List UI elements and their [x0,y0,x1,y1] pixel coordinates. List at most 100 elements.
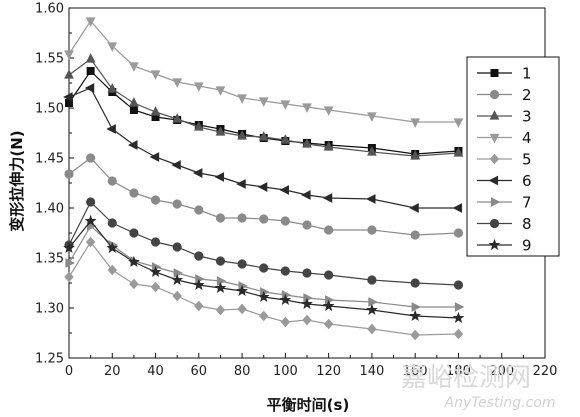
y-tick-label: 1.45 [35,152,64,167]
watermark-text-cn: 嘉峪检测网 [401,363,531,393]
y-tick-label: 1.60 [35,2,64,17]
data-point [172,242,182,252]
data-point [366,303,378,315]
series-3 [64,53,464,160]
data-point [453,328,464,340]
data-point [64,169,74,179]
data-point [302,314,312,326]
data-point [237,303,247,315]
x-tick-label: 140 [359,364,384,379]
data-point [215,213,226,223]
data-point [214,281,227,293]
data-point [84,83,95,93]
data-point [367,112,377,122]
series-9 [63,214,465,323]
data-point [194,205,204,215]
legend-item-4: 4 [477,129,532,147]
data-point [150,70,161,80]
data-point [172,290,182,302]
data-point [237,130,247,140]
legend-label: 8 [522,215,532,233]
legend-marker [490,69,499,78]
data-point [194,300,204,312]
data-point [280,100,291,110]
data-point [106,124,116,134]
watermark-text-en: AnyTesting.com [444,395,556,411]
legend-item-6: 6 [477,172,532,190]
series-line [68,70,459,155]
legend-label: 7 [522,194,532,212]
data-point [63,92,73,102]
data-point [173,268,184,278]
data-point [303,293,313,303]
data-point [215,86,226,96]
data-point [107,264,118,276]
data-point [195,274,205,284]
series-line [68,20,459,123]
x-tick-label: 180 [446,364,471,379]
data-point [411,302,422,312]
data-point [150,281,161,293]
data-point [257,290,270,302]
data-point [128,140,138,150]
data-point [410,230,420,240]
data-point [149,152,160,162]
data-point [129,62,139,72]
data-point [64,50,74,60]
y-tick-label: 1.55 [35,52,64,67]
y-tick-label: 1.35 [35,252,64,267]
data-point [107,176,117,186]
x-tick-label: 80 [234,364,251,379]
legend-label: 2 [522,86,532,104]
data-point [149,265,162,277]
data-point [107,218,117,228]
data-point [172,113,183,123]
series-line [68,240,459,336]
legend-marker [489,218,500,229]
data-point [86,197,96,207]
data-point [237,94,247,104]
data-point [192,278,205,290]
data-point [150,106,161,116]
x-axis-title: 平衡时间(s) [267,396,350,414]
data-point [172,78,183,88]
data-point [129,97,139,107]
x-tick-label: 40 [147,364,164,379]
data-point [453,118,464,128]
data-point [215,126,226,136]
data-point [453,280,464,290]
data-point [236,284,248,296]
data-point [368,297,378,307]
data-point [236,179,246,189]
data-point [323,141,334,151]
series-6 [63,83,463,213]
data-point [85,53,96,63]
data-point [150,195,161,205]
y-tick-label: 1.40 [35,202,64,217]
data-point [107,42,118,52]
series-line [68,157,459,236]
series-line [68,58,459,157]
legend-marker [489,89,500,100]
legend-item-5: 5 [477,151,532,169]
data-point [324,225,334,235]
data-point [107,83,118,93]
legend-item-7: 7 [477,194,532,212]
data-point [367,323,377,335]
data-point [302,103,312,113]
data-point [86,67,95,76]
data-point [454,302,465,312]
data-point [128,255,140,267]
data-point [84,214,97,226]
data-point [410,329,420,341]
x-tick-label: 220 [533,364,558,379]
data-point [366,194,376,204]
series-layer [63,17,465,341]
legend-label: 1 [522,65,532,83]
x-tick-label: 120 [316,364,341,379]
data-point [63,241,75,253]
data-point [65,258,75,268]
data-point [106,241,119,253]
data-point [452,311,465,323]
